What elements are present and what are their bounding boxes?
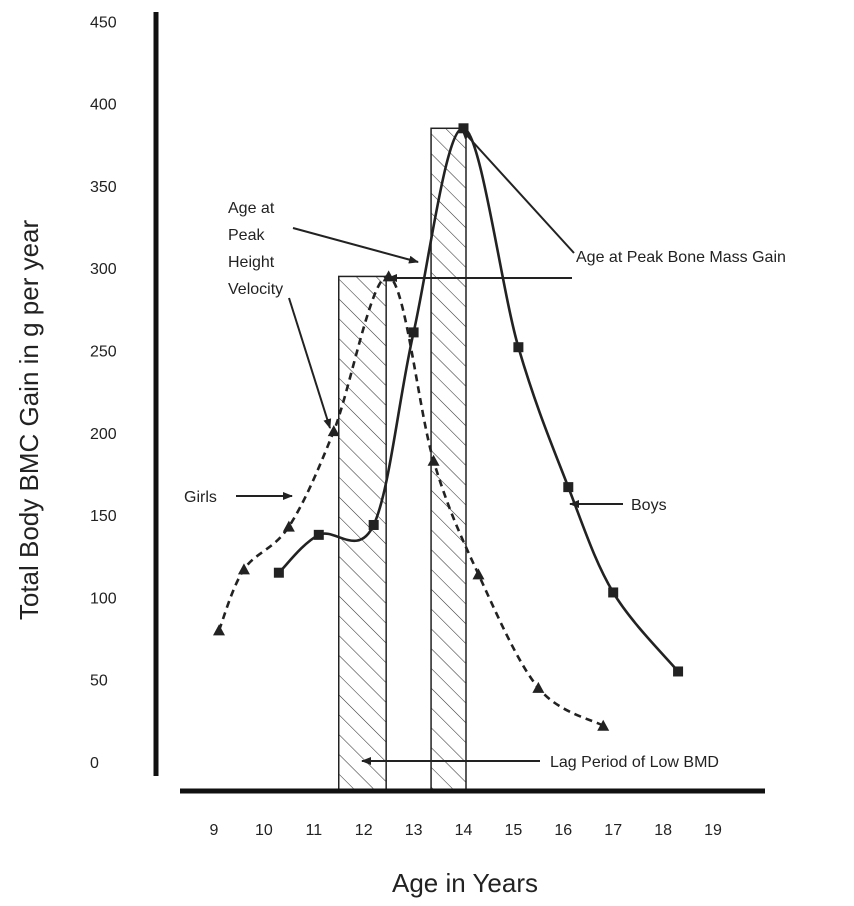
y-tick-label: 200 [90, 426, 117, 443]
girls-point [472, 568, 485, 580]
arrow-peak-height-to-boys [292, 227, 419, 264]
girls-point [427, 454, 440, 466]
annotations: Age at Peak Height Velocity Age at Peak … [184, 129, 786, 771]
x-tick-label: 12 [355, 822, 373, 839]
boys-point [273, 567, 284, 578]
x-tick-label: 15 [505, 822, 523, 839]
annot-lag: Lag Period of Low BMD [550, 754, 719, 771]
y-tick-label: 100 [90, 590, 117, 607]
boys-point [513, 342, 524, 353]
boys-point [368, 519, 379, 530]
x-tick-label: 11 [305, 822, 322, 839]
shaded-period [338, 275, 387, 792]
girls-point [327, 425, 340, 437]
y-axis-title: Total Body BMC Gain in g per year [14, 220, 44, 621]
arrow-peak-bone-to-boys [461, 129, 575, 254]
x-tick-label: 19 [704, 822, 722, 839]
y-tick-label: 350 [90, 179, 117, 196]
boys-point [313, 529, 324, 540]
x-axis-title: Age in Years [392, 868, 538, 898]
y-tick-label: 0 [90, 755, 99, 772]
y-tick-label: 150 [90, 508, 117, 525]
annot-peak-height-line4: Velocity [228, 281, 283, 298]
x-tick-label: 16 [554, 822, 572, 839]
x-tick-label: 14 [455, 822, 473, 839]
boys-point [608, 587, 619, 598]
x-tick-label: 9 [210, 822, 219, 839]
arrow-peak-height-to-girls [288, 297, 332, 429]
boys-point [563, 482, 574, 493]
x-tick-label: 17 [604, 822, 622, 839]
y-tick-labels: 0 50 100 150 200 250 300 350 400 450 [90, 14, 117, 772]
girls-point [532, 681, 545, 693]
x-tick-labels: 9 10 11 12 13 14 15 16 17 18 19 [210, 822, 722, 839]
annot-peak-height-line2: Peak [228, 227, 265, 244]
boys-point [408, 327, 419, 338]
annot-boys: Boys [631, 497, 667, 514]
annot-peak-height-line3: Height [228, 254, 275, 271]
x-tick-label: 13 [405, 822, 423, 839]
shaded-period [430, 127, 467, 792]
x-tick-label: 18 [654, 822, 672, 839]
y-tick-label: 450 [90, 14, 117, 31]
y-tick-label: 250 [90, 344, 117, 361]
girls-point [282, 520, 295, 532]
boys-point [458, 123, 469, 134]
y-tick-label: 400 [90, 97, 117, 114]
annot-peak-bone: Age at Peak Bone Mass Gain [576, 249, 786, 266]
girls-point [597, 719, 610, 731]
shaded-periods [338, 127, 467, 792]
y-tick-label: 300 [90, 261, 117, 278]
y-tick-label: 50 [90, 673, 108, 690]
annot-peak-height-line1: Age at [228, 200, 275, 217]
x-tick-label: 10 [255, 822, 273, 839]
girls-point [237, 563, 250, 575]
boys-point [673, 666, 684, 677]
annot-girls: Girls [184, 489, 217, 506]
girls-point [212, 624, 225, 636]
